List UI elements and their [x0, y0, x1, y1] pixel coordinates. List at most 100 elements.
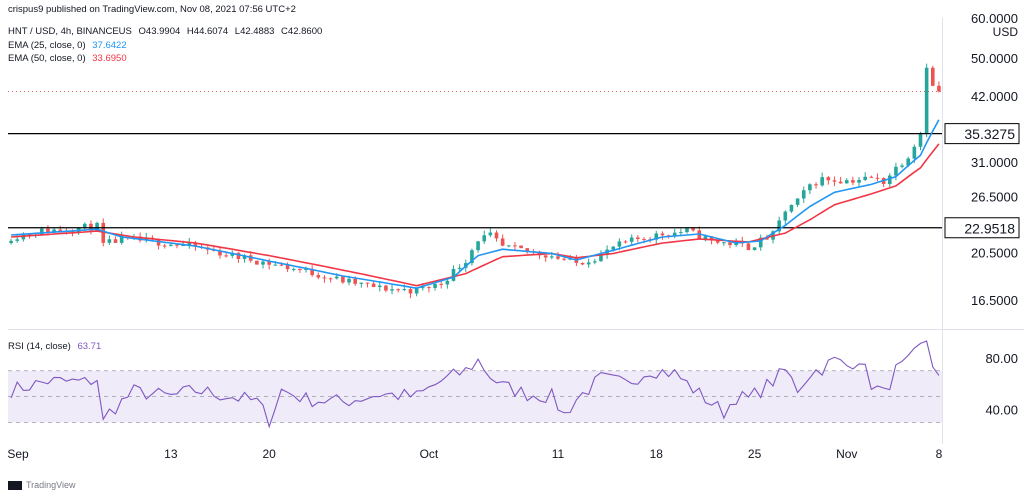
candle-body [414, 288, 419, 294]
candle-body [322, 277, 327, 279]
candle-body [433, 283, 437, 288]
price-axis-tick-label: 16.5000 [971, 293, 1018, 308]
candle-body [384, 285, 388, 291]
candle-body [310, 268, 314, 276]
candle-body [470, 250, 474, 264]
candle-body [777, 220, 781, 232]
candle-body [46, 228, 50, 233]
candle-body [636, 237, 640, 240]
candle-body [402, 289, 407, 291]
candle-body [679, 232, 683, 234]
candle-body [476, 241, 480, 251]
candles-group [9, 63, 941, 299]
price-axis-currency: USD [993, 25, 1019, 39]
candle-body [746, 243, 751, 251]
candle-body [334, 276, 339, 279]
candle-body [52, 229, 56, 233]
candle-body [236, 252, 241, 259]
candle-body [427, 287, 431, 289]
candle-body [58, 229, 63, 231]
candle-body [445, 280, 450, 285]
candle-body [832, 180, 837, 182]
candle-body [513, 245, 517, 247]
candle-body [844, 180, 849, 184]
ohlc-high: H44.6074 [186, 26, 229, 37]
candle-body [193, 242, 198, 247]
candle-body [617, 241, 622, 247]
rsi-label: RSI (14, close) [8, 341, 71, 352]
time-axis-label: Sep [7, 447, 29, 461]
candle-body [169, 244, 173, 246]
tradingview-brand-text: TradingView [26, 480, 76, 490]
candle-body [924, 67, 929, 134]
candle-body [765, 237, 769, 240]
candle-body [722, 242, 726, 244]
candle-body [119, 235, 124, 243]
time-axis-label: 8 [936, 447, 943, 461]
time-axis-label: Oct [420, 447, 439, 461]
rsi-axis-tick-label: 40.00 [985, 403, 1018, 418]
candle-body [488, 232, 493, 236]
price-axis-tick-label: 50.0000 [971, 51, 1018, 66]
candle-body [304, 268, 308, 270]
candle-body [814, 184, 818, 186]
time-axis-label: Nov [836, 447, 857, 461]
candle-body [660, 233, 665, 236]
candle-body [550, 256, 554, 258]
candle-body [795, 198, 800, 205]
candle-body [593, 261, 597, 263]
candle-body [298, 268, 302, 270]
candle-body [9, 240, 13, 244]
price-axis-tick-label: 26.5000 [971, 189, 1018, 204]
candle-body [808, 184, 812, 191]
candle-body [420, 287, 425, 289]
candle-body [457, 267, 462, 269]
rsi-value: 63.71 [77, 341, 102, 352]
ema25-line [11, 119, 940, 289]
symbol-legend: HNT / USD, 4h, BINANCEUS O43.9904 H44.60… [8, 26, 322, 38]
ema25-value: 37.6422 [92, 40, 127, 51]
candle-body [261, 261, 265, 265]
candle-body [709, 236, 714, 240]
candle-body [758, 237, 763, 248]
price-axis-tick-label: 42.0000 [971, 89, 1018, 104]
candle-body [580, 262, 585, 265]
ohlc-open: O43.9904 [138, 26, 181, 37]
ohlc-close: C42.8600 [281, 26, 323, 37]
candle-body [863, 176, 867, 180]
candle-body [715, 239, 720, 243]
level-price-label-box [944, 217, 1020, 239]
candle-body [752, 247, 757, 251]
candle-body [562, 258, 566, 260]
candle-body [820, 177, 824, 186]
rsi-legend: RSI (14, close) 63.71 [8, 341, 101, 353]
candle-body [113, 239, 118, 243]
ema50-line [11, 143, 940, 287]
candle-body [789, 204, 794, 212]
candle-body [359, 282, 364, 284]
candle-body [611, 246, 616, 250]
ema50-label: EMA (50, close, 0) [8, 53, 86, 64]
candle-body [39, 228, 44, 236]
time-axis-label: 25 [748, 447, 762, 461]
candle-body [224, 255, 228, 257]
candle-body [930, 67, 935, 86]
candle-body [316, 275, 321, 278]
candle-body [279, 264, 284, 266]
price-axis-tick-label: 60.0000 [971, 11, 1018, 26]
candle-body [525, 248, 530, 252]
candle-body [341, 276, 345, 283]
candle-body [107, 239, 112, 243]
candle-body [365, 282, 370, 284]
publisher-line: crispus9 published on TradingView.com, N… [8, 4, 296, 15]
candle-body [494, 232, 499, 239]
candle-body [672, 232, 677, 237]
time-axis-label: 18 [650, 447, 664, 461]
candle-body [273, 264, 278, 266]
candle-body [242, 255, 247, 259]
candle-body [586, 262, 591, 265]
symbol-label: HNT / USD, 4h, BINANCEUS [8, 26, 132, 37]
candle-body [912, 146, 917, 159]
tradingview-logo-icon [8, 480, 22, 490]
